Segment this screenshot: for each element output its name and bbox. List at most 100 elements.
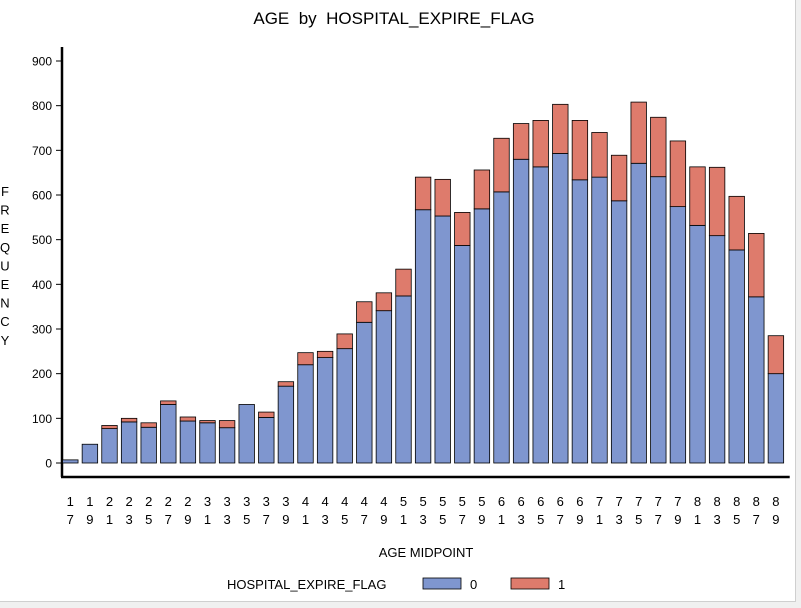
y-axis-label-letter: E <box>1 277 10 292</box>
bar-segment-flag-0 <box>375 310 393 464</box>
bar-segment-flag-0 <box>199 422 216 464</box>
bar-segment-flag-0 <box>395 295 412 464</box>
bar-segment-flag-1 <box>297 352 314 366</box>
bar-segment-flag-0 <box>414 209 432 464</box>
bar-segment-flag-0 <box>532 166 549 464</box>
bar-segment-flag-0 <box>552 153 569 464</box>
bar-segment-flag-1 <box>375 292 393 312</box>
bar-segment-flag-1 <box>101 425 118 430</box>
bar-segment-flag-0 <box>336 348 353 464</box>
bar-segment-flag-0 <box>728 249 745 464</box>
x-axis-label: AGE MIDPOINT <box>379 545 474 560</box>
y-tick-label: 500 <box>32 233 52 247</box>
bar-segment-flag-0 <box>277 385 295 464</box>
y-tick-label: 300 <box>32 323 52 337</box>
bar-segment-flag-1 <box>454 212 471 246</box>
bar-segment-flag-0 <box>512 158 530 464</box>
bars <box>62 101 785 464</box>
legend: HOSPITAL_EXPIRE_FLAG 0 1 <box>227 577 565 592</box>
bar-segment-flag-0 <box>356 321 373 464</box>
y-tick-label: 100 <box>32 412 52 426</box>
y-axis-label-letter: E <box>1 221 10 236</box>
legend-label-0: 0 <box>470 577 477 592</box>
bar-segment-flag-1 <box>336 333 353 350</box>
bar-segment-flag-0 <box>434 215 451 464</box>
bar-segment-flag-0 <box>454 245 471 464</box>
bar-segment-flag-1 <box>160 400 177 405</box>
bar-segment-flag-0 <box>62 459 79 464</box>
y-axis-label-letter: R <box>0 203 9 218</box>
bar-segment-flag-0 <box>140 426 157 464</box>
y-axis-label-letter: F <box>1 184 9 199</box>
bar-segment-flag-0 <box>160 404 177 464</box>
legend-title: HOSPITAL_EXPIRE_FLAG <box>227 577 386 592</box>
bar-segment-flag-1 <box>395 268 412 297</box>
bar-segment-flag-1 <box>218 420 236 429</box>
bar-segment-flag-1 <box>532 120 549 168</box>
y-axis: 0 100 200 300 400 500 600 700 800 900 <box>32 47 64 477</box>
legend-swatch-0 <box>422 577 462 590</box>
x-axis: 1 7 1 9 2 1 2 3 2 5 2 7 2 9 3 1 3 3 3 5 3 7 3 9 4 1 4 3 4 5 4 7 4 9 5 1 5 3 5 5… <box>61 475 790 527</box>
bar-segment-flag-1 <box>669 140 687 208</box>
bar-segment-flag-0 <box>473 208 491 464</box>
y-tick-label: 700 <box>32 144 52 158</box>
bar-segment-flag-1 <box>473 169 491 210</box>
bar-segment-flag-0 <box>708 235 726 464</box>
bar-segment-flag-0 <box>81 443 99 464</box>
y-axis-label-letter: Q <box>0 240 10 255</box>
bar-segment-flag-0 <box>571 179 589 464</box>
bar-segment-flag-1 <box>767 335 785 375</box>
bar-segment-flag-1 <box>277 381 295 387</box>
bar-segment-flag-1 <box>610 154 628 202</box>
bar-segment-flag-1 <box>748 233 765 298</box>
chart-title: AGE by HOSPITAL_EXPIRE_FLAG <box>253 9 534 28</box>
bar-segment-flag-0 <box>316 357 334 464</box>
window-edge-right <box>796 0 801 608</box>
bar-segment-flag-1 <box>434 178 451 217</box>
bar-segment-flag-0 <box>748 296 765 464</box>
bar-segment-flag-1 <box>199 420 216 424</box>
bar-segment-flag-1 <box>552 103 569 154</box>
bar-segment-flag-1 <box>414 176 432 211</box>
bar-segment-flag-1 <box>591 132 608 178</box>
bar-segment-flag-0 <box>120 421 138 464</box>
bar-segment-flag-1 <box>120 417 138 423</box>
bar-segment-flag-1 <box>708 166 726 237</box>
bar-segment-flag-1 <box>689 166 706 226</box>
bar-segment-flag-0 <box>689 224 706 464</box>
y-axis-label-letter: U <box>0 258 9 273</box>
bar-segment-flag-1 <box>571 120 589 181</box>
y-tick-label: 600 <box>32 189 52 203</box>
